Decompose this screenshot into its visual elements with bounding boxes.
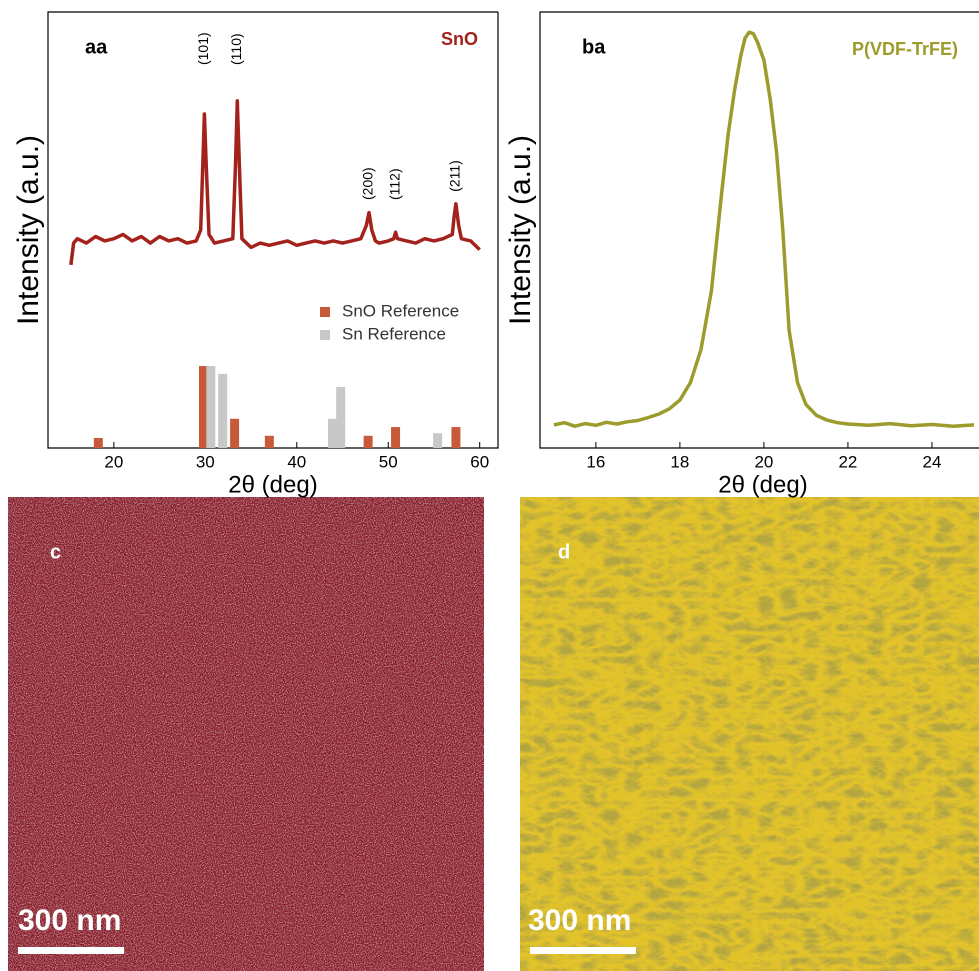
peak-annotation: (110): [228, 33, 244, 65]
reference-bar: [230, 418, 240, 448]
legend-swatch: [320, 330, 330, 340]
y-axis-label: Intensity (a.u.): [12, 135, 45, 325]
peak-annotation: (200): [360, 167, 376, 200]
peak-annotation: (101): [195, 32, 211, 65]
data-line: [553, 30, 975, 428]
peak-annotation: (112): [386, 168, 402, 200]
reference-bar: [451, 427, 461, 448]
series-label: P(VDF-TrFE): [852, 39, 958, 59]
reference-bar: [363, 435, 373, 448]
axes-frame: [47, 11, 499, 449]
series-label: SnO: [441, 29, 478, 49]
panel-label: aa: [85, 36, 108, 58]
reference-bar: [206, 366, 216, 448]
scale-bar: [18, 947, 124, 954]
x-axis-label: 2θ (deg): [228, 471, 317, 498]
x-tick-label: 20: [754, 452, 773, 471]
x-tick-label: 40: [287, 452, 306, 471]
scale-bar: [530, 947, 636, 954]
x-tick-label: 50: [379, 452, 398, 471]
reference-bar: [336, 386, 346, 448]
reference-bar: [433, 433, 443, 448]
x-tick-label: 22: [838, 452, 857, 471]
reference-bar: [391, 427, 401, 448]
peak-annotation: (211): [447, 160, 463, 192]
x-tick-label: 24: [922, 452, 941, 471]
x-tick-label: 16: [586, 452, 605, 471]
scale-bar-label: 300 nm: [18, 904, 121, 937]
y-axis-label: Intensity (a.u.): [504, 135, 537, 325]
panel-label: ba: [582, 36, 606, 58]
x-tick-label: 60: [470, 452, 489, 471]
reference-bar: [327, 418, 337, 448]
reference-bar: [264, 435, 274, 448]
reference-bar: [198, 366, 208, 448]
axes-frame: [539, 11, 979, 449]
x-axis-label: 2θ (deg): [718, 471, 807, 498]
reference-bar: [218, 373, 228, 448]
x-tick-label: 18: [670, 452, 689, 471]
panel-label: d: [558, 541, 570, 563]
sem-image-d: [520, 497, 979, 971]
legend-label: SnO Reference: [342, 301, 459, 320]
sem-image-c: [8, 497, 484, 971]
legend-swatch: [320, 307, 330, 317]
reference-bar: [93, 437, 103, 448]
scale-bar-label: 300 nm: [528, 904, 631, 937]
data-line: [69, 99, 481, 266]
x-tick-label: 30: [196, 452, 215, 471]
panel-label: c: [50, 541, 61, 563]
legend-label: Sn Reference: [342, 324, 446, 343]
x-tick-label: 20: [104, 452, 123, 471]
